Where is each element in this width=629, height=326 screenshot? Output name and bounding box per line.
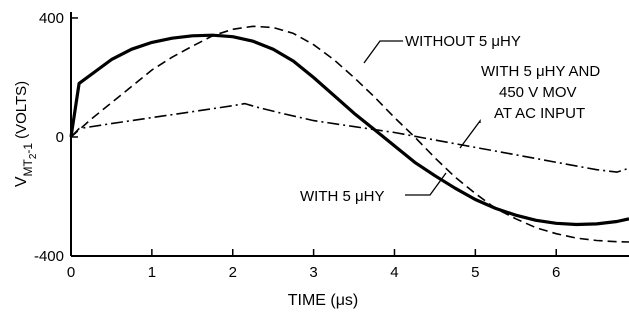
annotation-with: WITH 5 μHY — [300, 172, 447, 205]
annotation-label-with: WITH 5 μHY — [300, 188, 384, 205]
annotation-without: WITHOUT 5 μHY — [363, 33, 521, 64]
annotation-label-mov-line-3: AT AC INPUT — [494, 105, 585, 122]
annotation-label-mov-line-1: WITH 5 μHY AND — [481, 63, 600, 80]
x-tick-label: 4 — [390, 264, 398, 281]
annotation-label-without: WITHOUT 5 μHY — [405, 33, 521, 50]
y-axis-title-unit: (VOLTS) — [13, 81, 30, 139]
annotation-with-mov: WITH 5 μHY AND 450 V MOV AT AC INPUT — [459, 63, 600, 149]
series-layer — [69, 25, 629, 243]
y-axis-title: VMT2-1 (VOLTS) — [13, 81, 39, 187]
series-line-with-inductor-and-mov — [70, 102, 629, 173]
x-tick-label: 0 — [67, 264, 75, 281]
y-axis-title-sub: MT — [21, 158, 35, 176]
x-axis-title-group: TIME (μs) — [288, 292, 359, 309]
y-tick-label: -400 — [34, 248, 64, 265]
y-axis-ticks: 400 0 -400 — [34, 10, 78, 265]
x-tick-label: 1 — [148, 264, 156, 281]
y-axis-title-group: VMT2-1 (VOLTS) — [13, 81, 39, 187]
y-axis-title-subsub: 2 — [28, 153, 39, 159]
series-line-without-inductor — [70, 25, 629, 243]
y-tick-label: 0 — [56, 129, 64, 146]
x-axis-title: TIME (μs) — [288, 292, 359, 309]
annotations: WITHOUT 5 μHY WITH 5 μHY AND 450 V MOV A… — [300, 33, 600, 205]
x-tick-label: 3 — [309, 264, 317, 281]
annotation-leader-without — [363, 40, 403, 64]
y-tick-label: 400 — [39, 10, 64, 27]
x-tick-label: 2 — [229, 264, 237, 281]
x-tick-label: 6 — [552, 264, 560, 281]
x-tick-label: 5 — [471, 264, 479, 281]
annotation-label-mov-line-2: 450 V MOV — [499, 84, 577, 101]
series-line-with-inductor — [69, 33, 629, 227]
y-axis-title-suffix: -1 — [21, 143, 35, 154]
y-axis-title-main: V — [13, 176, 30, 187]
annotation-leader-with — [405, 172, 447, 196]
x-axis-ticks: 0 1 2 3 4 5 6 — [67, 249, 560, 281]
plot-area — [70, 12, 629, 257]
annotation-leader-mov — [459, 119, 481, 149]
